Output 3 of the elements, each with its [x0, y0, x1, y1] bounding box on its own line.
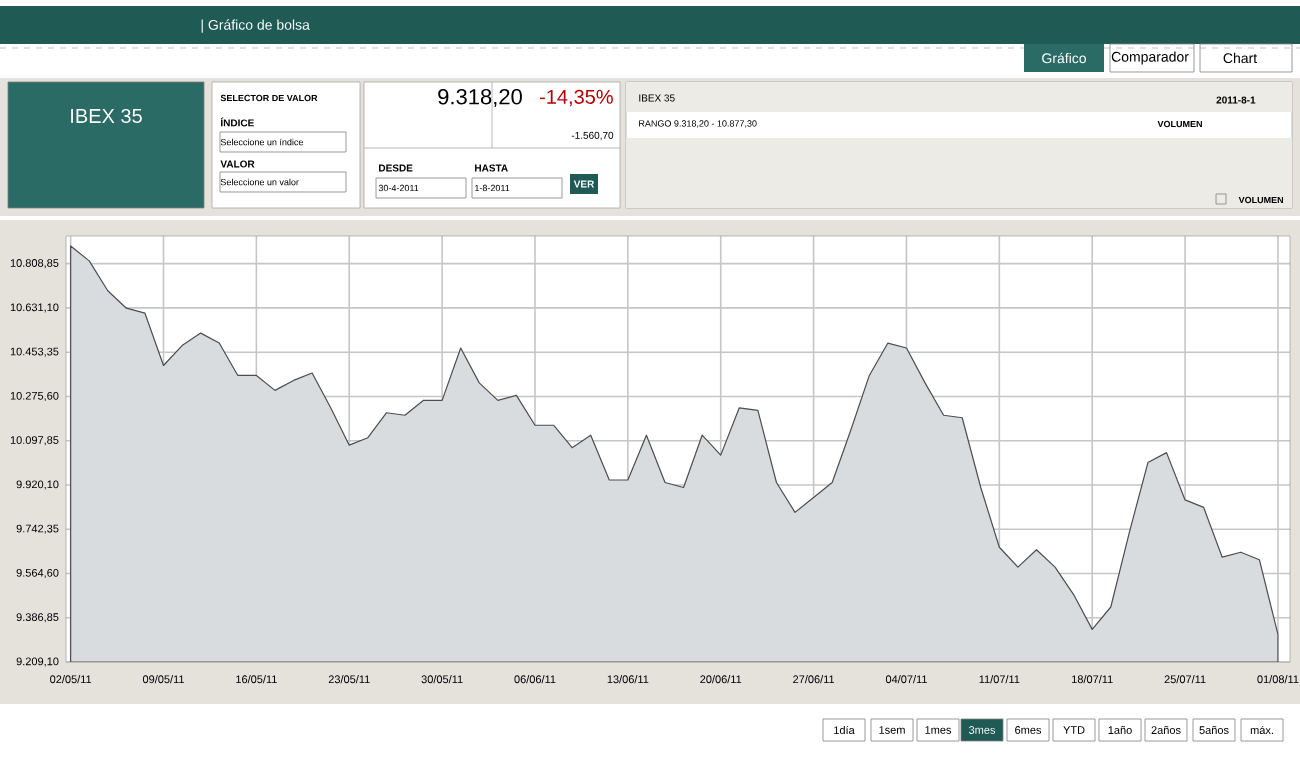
text: 9.318,20 [438, 88, 522, 108]
text: -14,35% [539, 89, 613, 107]
chart-title: IBEX 35 [71, 108, 142, 124]
